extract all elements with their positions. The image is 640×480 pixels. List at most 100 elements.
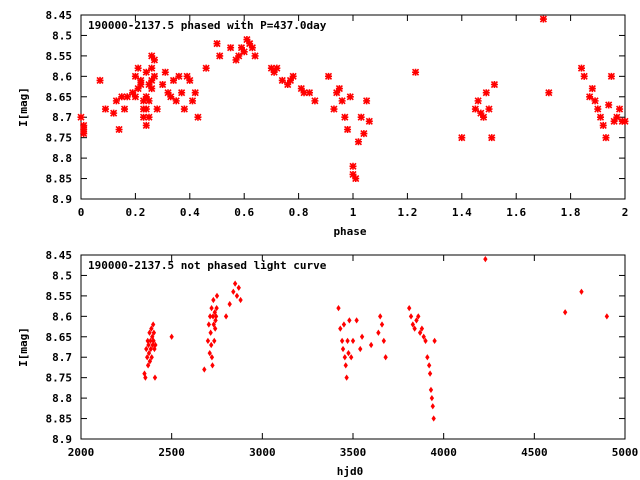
unphased-data-point (213, 325, 218, 332)
unphased-data-point (408, 313, 414, 320)
phased-x-tick-label: 1 (350, 206, 357, 219)
phased-data-point (145, 80, 153, 89)
unphased-data-point (209, 341, 214, 349)
phased-data-point (596, 113, 605, 121)
unphased-data-point (207, 313, 213, 320)
phased-data-point (338, 97, 346, 105)
unphased-data-point (350, 337, 356, 344)
phased-x-tick-label: 1.2 (397, 206, 417, 219)
unphased-data-point (236, 284, 241, 291)
phased-data-point (186, 76, 194, 84)
unphased-data-point (423, 337, 428, 344)
unphased-data-point (146, 350, 152, 357)
phased-data-point (267, 64, 275, 72)
phased-data-point (180, 105, 188, 113)
phased-x-tick-label: 0.8 (289, 206, 309, 219)
unphased-data-point (150, 333, 155, 340)
phased-data-point (488, 134, 496, 142)
unphased-data-point (421, 333, 426, 340)
phased-data-point (335, 85, 343, 93)
phased-y-tick-label: 8.45 (46, 9, 73, 22)
unphased-data-point (210, 313, 216, 320)
unphased-data-point (419, 325, 425, 332)
unphased-data-point (368, 341, 374, 349)
phased-y-tick-label: 8.7 (52, 111, 72, 124)
phased-y-tick-label: 8.55 (46, 50, 73, 63)
phased-data-point (172, 97, 180, 105)
unphased-data-point (414, 317, 419, 324)
phased-data-point (167, 93, 175, 101)
unphased-data-point (152, 374, 158, 381)
unphased-data-point (206, 321, 212, 328)
unphased-data-point (346, 350, 351, 357)
phased-data-point (139, 113, 148, 121)
phased-data-point (183, 72, 191, 80)
phased-data-point (610, 117, 618, 125)
unphased-data-point (212, 309, 217, 316)
phased-data-point (194, 113, 202, 121)
phased-data-point (213, 40, 221, 48)
phased-data-point (539, 15, 547, 23)
unphased-data-point (223, 313, 229, 320)
phased-data-point (365, 117, 373, 125)
unphased-data-point (148, 345, 153, 353)
unphased-y-tick-label: 8.45 (46, 249, 73, 262)
phased-data-point (485, 105, 493, 113)
phased-data-point (346, 93, 354, 101)
phased-data-point (159, 80, 167, 89)
phased-x-tick-label: 0.4 (180, 206, 200, 219)
phased-data-point (164, 89, 172, 97)
unphased-data-point (152, 345, 157, 353)
unphased-x-tick-label: 4000 (430, 446, 457, 459)
phased-y-tick-label: 8.5 (52, 29, 72, 42)
phased-data-point (284, 80, 292, 89)
unphased-data-point (213, 317, 218, 324)
unphased-y-axis-label: I[mag] (17, 327, 30, 367)
unphased-data-point (338, 325, 343, 332)
phased-data-point (150, 56, 159, 64)
unphased-data-point (211, 321, 216, 328)
phased-data-point (360, 130, 368, 138)
unphased-y-tick-label: 8.6 (52, 310, 72, 323)
unphased-data-point (232, 280, 238, 287)
phased-data-point (142, 121, 150, 129)
phased-data-point (458, 134, 466, 142)
phased-data-point (148, 52, 156, 60)
phased-x-tick-label: 2 (622, 206, 629, 219)
unphased-data-point (432, 337, 437, 344)
unphased-data-point (209, 354, 215, 361)
unphased-data-point (209, 305, 214, 312)
unphased-data-point (207, 350, 212, 357)
unphased-y-tick-label: 8.85 (46, 413, 73, 426)
phased-data-point (202, 64, 210, 72)
phased-y-axis-label: I[mag] (17, 87, 30, 127)
phased-data-point (137, 80, 145, 89)
unphased-data-point (343, 362, 348, 369)
phased-data-point (324, 72, 333, 80)
phased-data-point (273, 64, 281, 72)
unphased-data-point (151, 321, 156, 328)
unphased-y-tick-label: 8.65 (46, 331, 73, 344)
phased-data-point (278, 76, 286, 84)
phased-data-point (115, 125, 123, 134)
phased-data-point (131, 72, 139, 80)
unphased-data-point (153, 341, 158, 349)
phased-data-point (191, 89, 199, 97)
phased-data-point (129, 89, 137, 97)
phased-x-tick-label: 0 (78, 206, 85, 219)
phased-data-point (270, 68, 278, 76)
phased-chart-title: 190000-2137.5 phased with P=437.0day (88, 19, 327, 32)
phased-x-tick-label: 0.2 (125, 206, 145, 219)
unphased-data-point (214, 292, 220, 300)
unphased-data-point (344, 374, 349, 381)
unphased-data-point (376, 329, 381, 336)
unphased-data-point (231, 288, 236, 295)
unphased-data-point (339, 337, 345, 344)
unphased-y-tick-label: 8.55 (46, 290, 73, 303)
phased-data-point (148, 85, 156, 93)
unphased-data-point (151, 329, 157, 336)
phased-data-point (101, 105, 110, 113)
phased-data-point (599, 121, 607, 129)
phased-data-point (178, 89, 186, 97)
